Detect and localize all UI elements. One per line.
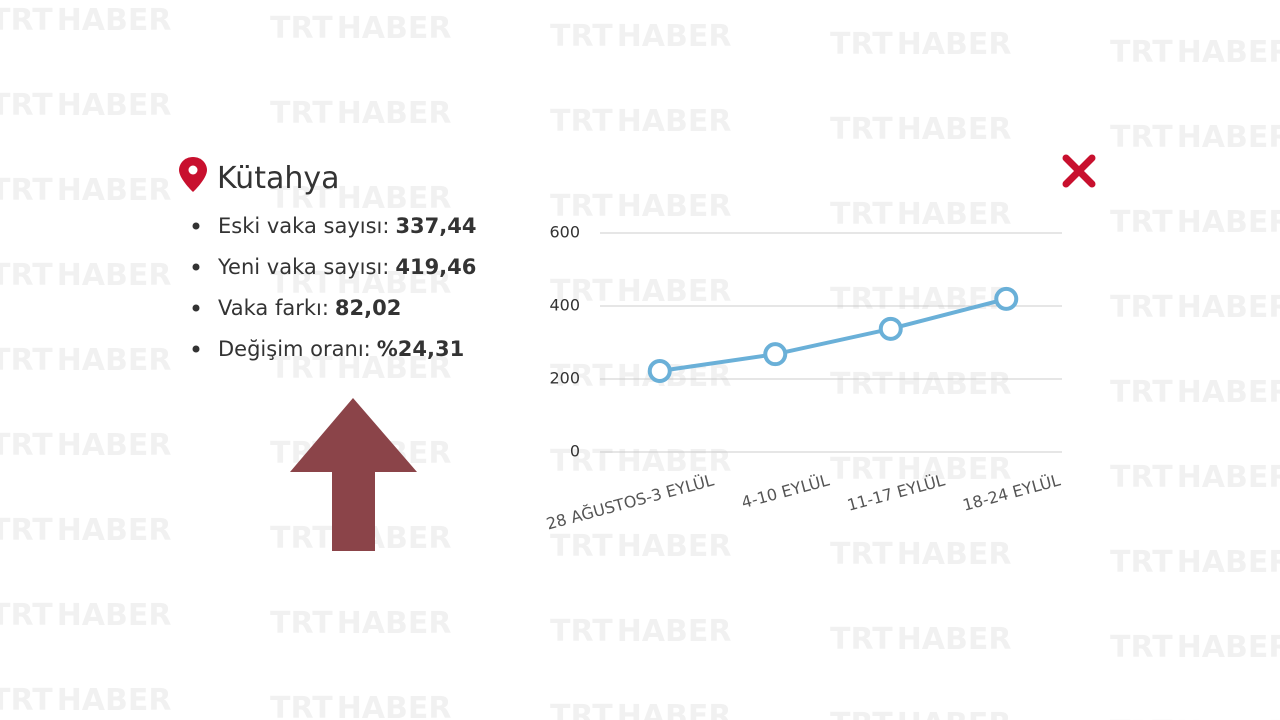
y-tick-label: 600 [549, 223, 580, 242]
point [994, 286, 1019, 311]
item-label: Vaka farkı: [218, 296, 329, 320]
item-label: Eski vaka sayısı: [218, 214, 389, 238]
bullet [192, 304, 200, 312]
y-tick-label: 400 [549, 296, 580, 315]
pin-hole [188, 165, 198, 175]
info-item: Eski vaka sayısı: 337,44 [218, 214, 476, 238]
point [763, 342, 788, 367]
item-value: %24,31 [377, 337, 464, 361]
bullet [192, 222, 200, 230]
point [647, 358, 672, 383]
trend-arrow [290, 398, 417, 551]
info-item: Vaka farkı: 82,02 [218, 296, 401, 320]
panel-title: Kütahya [217, 161, 340, 196]
y-tick-label: 200 [549, 369, 580, 388]
point [878, 316, 903, 341]
bullet [192, 345, 200, 353]
y-tick-label: 0 [570, 442, 580, 461]
x-tick-label: 4-10 EYLÜL [739, 470, 831, 512]
info-item: Değişim oranı: %24,31 [218, 337, 464, 361]
line [659, 296, 1007, 373]
close-button[interactable] [1062, 154, 1096, 188]
info-item: Yeni vaka sayısı: 419,46 [217, 255, 476, 279]
item-label: Değişim oranı: [218, 337, 371, 361]
item-value: 82,02 [335, 296, 401, 320]
x-tick-label: 28 AĞUSTOS-3 EYLÜL [544, 470, 716, 533]
item-label: Yeni vaka sayısı: [217, 255, 389, 279]
bullet [192, 263, 200, 271]
watermarks: TRT HABER TRT HABER TRT HABER TRT HABER TRT HABER… [0, 3, 1280, 720]
item-value: 337,44 [395, 214, 476, 238]
item-value: 419,46 [395, 255, 476, 279]
